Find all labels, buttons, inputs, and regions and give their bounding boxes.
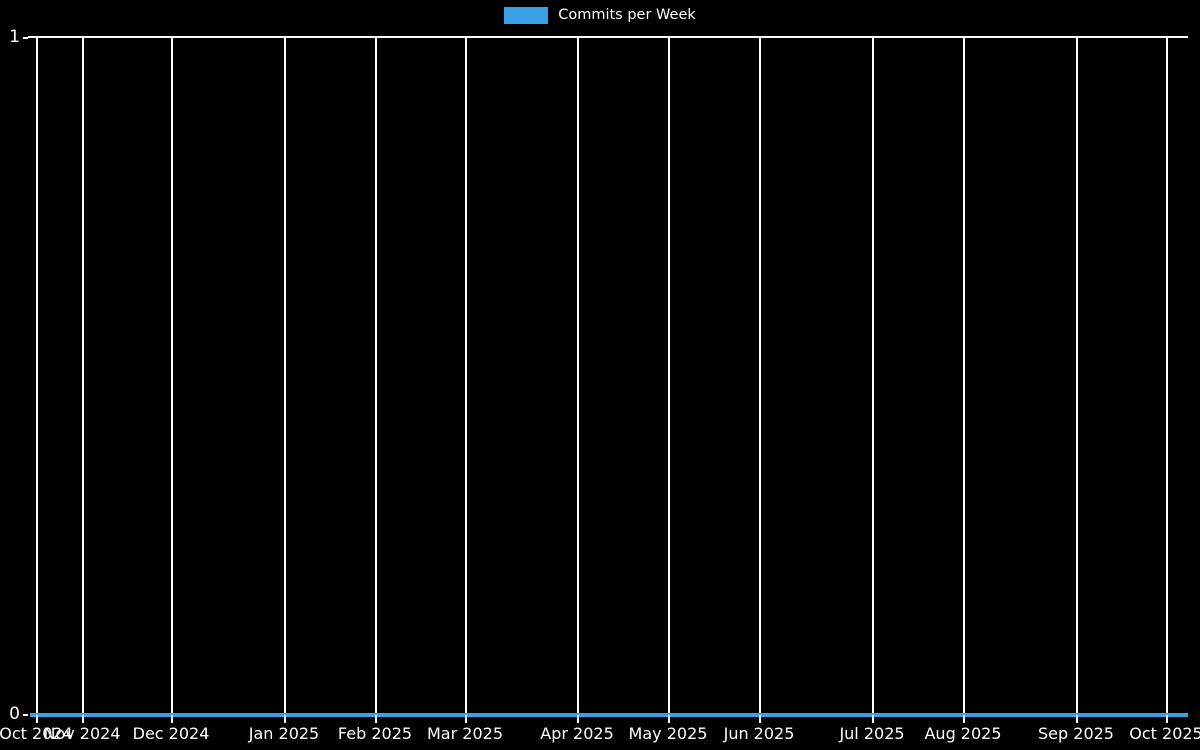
x-axis-tick-label: Jun 2025 — [723, 724, 795, 743]
x-axis-tick-mark — [668, 715, 670, 723]
x-gridline — [375, 37, 377, 715]
x-gridline — [1166, 37, 1168, 715]
x-gridline — [171, 37, 173, 715]
x-gridline — [577, 37, 579, 715]
x-axis-tick-label: Sep 2025 — [1038, 724, 1114, 743]
x-axis-tick-label: Nov 2024 — [43, 724, 121, 743]
x-axis-tick-label: Apr 2025 — [540, 724, 614, 743]
plot-top-spine — [28, 36, 1188, 38]
x-axis-tick-label: Mar 2025 — [427, 724, 503, 743]
legend-label: Commits per Week — [558, 6, 696, 23]
x-axis-tick-mark — [577, 715, 579, 723]
x-gridline — [36, 37, 38, 715]
x-axis-tick-mark — [465, 715, 467, 723]
x-gridline — [465, 37, 467, 715]
x-gridline — [872, 37, 874, 715]
x-axis-tick-mark — [284, 715, 286, 723]
x-axis-tick-label: Jan 2025 — [248, 724, 320, 743]
x-axis-tick-mark — [375, 715, 377, 723]
x-axis-tick-label: Jul 2025 — [839, 724, 905, 743]
x-axis-tick-label: Oct 2024 — [0, 724, 73, 743]
legend-color-swatch-icon — [504, 6, 549, 24]
x-axis-tick-label: Aug 2025 — [924, 724, 1002, 743]
x-gridline — [1076, 37, 1078, 715]
x-gridline — [759, 37, 761, 715]
x-axis-tick-mark — [36, 715, 38, 723]
x-gridline — [668, 37, 670, 715]
x-gridline — [963, 37, 965, 715]
y-axis-tick-label-bottom: 0 — [9, 704, 20, 724]
x-gridline — [82, 37, 84, 715]
x-axis-tick-mark — [759, 715, 761, 723]
y-axis-tick-mark-bottom — [23, 714, 28, 716]
x-axis-tick-label: Dec 2024 — [132, 724, 210, 743]
legend-entry-commits-per-week[interactable]: Commits per Week — [504, 6, 696, 24]
x-axis-tick-mark — [1166, 715, 1168, 723]
y-axis-tick-label-top: 1 — [9, 27, 20, 47]
y-axis-tick-mark-top — [23, 37, 28, 39]
data-series-line-commits-per-week — [30, 713, 1188, 717]
x-axis-tick-label: May 2025 — [628, 724, 708, 743]
chart-legend: Commits per Week — [0, 0, 1200, 30]
x-axis-tick-mark — [963, 715, 965, 723]
x-axis-tick-label: Oct 2025 — [1129, 724, 1200, 743]
x-axis-tick-mark — [872, 715, 874, 723]
x-axis-tick-mark — [171, 715, 173, 723]
plot-area — [28, 37, 1188, 717]
x-axis-tick-label: Feb 2025 — [337, 724, 413, 743]
x-axis-tick-mark — [82, 715, 84, 723]
x-gridline — [284, 37, 286, 715]
x-axis-tick-mark — [1076, 715, 1078, 723]
